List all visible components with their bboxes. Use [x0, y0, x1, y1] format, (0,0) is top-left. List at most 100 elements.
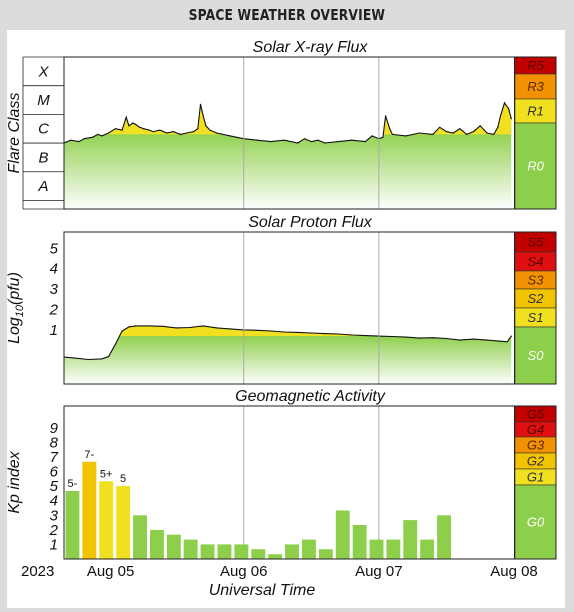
kp-bar: [150, 529, 164, 559]
xray-point: [152, 131, 154, 133]
xray-point: [499, 115, 502, 117]
xray-point: [179, 133, 181, 135]
xray-point: [97, 133, 99, 135]
xray-point: [121, 129, 123, 131]
xray-point: [70, 139, 72, 141]
xray-point: [508, 108, 510, 110]
xray-point: [216, 132, 218, 134]
xray-point: [132, 122, 134, 124]
xray-point: [139, 126, 141, 128]
xray-title: Solar X-ray Flux: [253, 39, 369, 56]
kp-bar: [166, 534, 181, 559]
xray-point: [497, 126, 499, 128]
kp-y-tick: 3: [50, 507, 59, 524]
kp-y-label: Kp index: [7, 450, 23, 513]
proton-point: [121, 330, 123, 332]
proton-point: [114, 343, 116, 345]
proton-point: [499, 340, 502, 342]
xray-point: [432, 133, 434, 135]
kp-bar: [82, 461, 97, 559]
kp-bar: [285, 544, 299, 559]
xray-frame: [63, 56, 557, 210]
kp-bar: [99, 481, 114, 559]
proton-y-tick: 4: [50, 261, 58, 278]
xray-point: [108, 132, 110, 134]
kp-scale-label: G2: [527, 454, 545, 469]
kp-bar-label: 5: [120, 473, 126, 485]
proton-point: [510, 335, 512, 337]
kp-y-tick: 8: [50, 434, 59, 451]
xray-scale-label: R3: [527, 79, 544, 94]
proton-point: [418, 337, 420, 339]
kp-y-tick: 6: [50, 464, 59, 481]
proton-scale-label: S0: [528, 348, 545, 363]
proton-scale-label: S2: [528, 291, 545, 306]
xray-point: [202, 115, 204, 117]
kp-scale-label: G5: [527, 407, 545, 422]
kp-frame: [63, 405, 557, 560]
xray-point: [148, 129, 150, 131]
xray-yellow-fill: [97, 102, 512, 135]
proton-y-tick: 3: [50, 281, 59, 298]
kp-bar: [200, 544, 215, 559]
kp-bar: [116, 486, 131, 559]
proton-point: [486, 339, 488, 341]
xray-point: [317, 139, 319, 141]
xray-point: [186, 132, 188, 134]
page-title: SPACE WEATHER OVERVIEW: [188, 6, 386, 24]
xray-point: [503, 102, 506, 104]
xray-point: [91, 136, 93, 138]
xray-class-label: C: [38, 121, 49, 138]
proton-point: [162, 325, 164, 327]
xray-point: [172, 131, 175, 133]
xray-point: [128, 125, 130, 127]
xray-point: [351, 139, 353, 141]
kp-bar: [318, 549, 333, 559]
kp-y-tick: 7: [50, 449, 59, 466]
proton-point: [310, 332, 312, 334]
xray-point: [439, 126, 441, 128]
xray-point: [125, 116, 127, 118]
xray-point: [459, 128, 461, 130]
kp-y-tick: 4: [50, 493, 58, 510]
proton-point: [148, 325, 150, 327]
xray-point: [283, 139, 285, 141]
proton-point: [108, 355, 110, 358]
xray-point: [83, 138, 85, 140]
x-axis-title: Universal Time: [209, 582, 316, 599]
kp-bar: [369, 539, 384, 559]
kp-y-tick: 2: [49, 522, 59, 539]
xray-area: [64, 101, 514, 209]
xray-point: [324, 142, 326, 144]
x-axis-day-label: Aug 06: [220, 563, 268, 580]
proton-y-tick: 1: [50, 322, 58, 339]
chart-panel: Solar X-ray Flux A B C M X Flare Class R5 R3 R1 R0…: [7, 30, 565, 608]
xray-point: [493, 133, 495, 135]
kp-bar-label: 5+: [100, 468, 113, 480]
xray-point: [193, 131, 195, 133]
proton-point: [87, 358, 89, 361]
proton-point: [391, 335, 393, 338]
xray-scale-band: [514, 98, 557, 124]
xray-class-label: M: [37, 92, 50, 109]
xray-class-label: X: [37, 63, 49, 80]
proton-scale-band: [514, 326, 557, 385]
xray-point: [382, 136, 384, 138]
proton-y-label: Log10(pfu): [7, 272, 26, 344]
kp-bar: [403, 520, 418, 559]
kp-bar: [386, 539, 401, 559]
xray-scale-band: [514, 73, 557, 100]
proton-point: [270, 330, 272, 332]
proton-scale-label: S1: [528, 310, 544, 325]
xray-point: [209, 129, 211, 131]
xray-point: [310, 141, 312, 143]
xray-class-label: B: [38, 149, 48, 166]
proton-point: [405, 336, 407, 338]
xray-point: [205, 125, 207, 127]
xray-point: [135, 123, 137, 125]
kp-bar: [302, 539, 316, 559]
kp-bar: [133, 515, 147, 559]
kp-title: Geomagnetic Activity: [235, 388, 386, 405]
